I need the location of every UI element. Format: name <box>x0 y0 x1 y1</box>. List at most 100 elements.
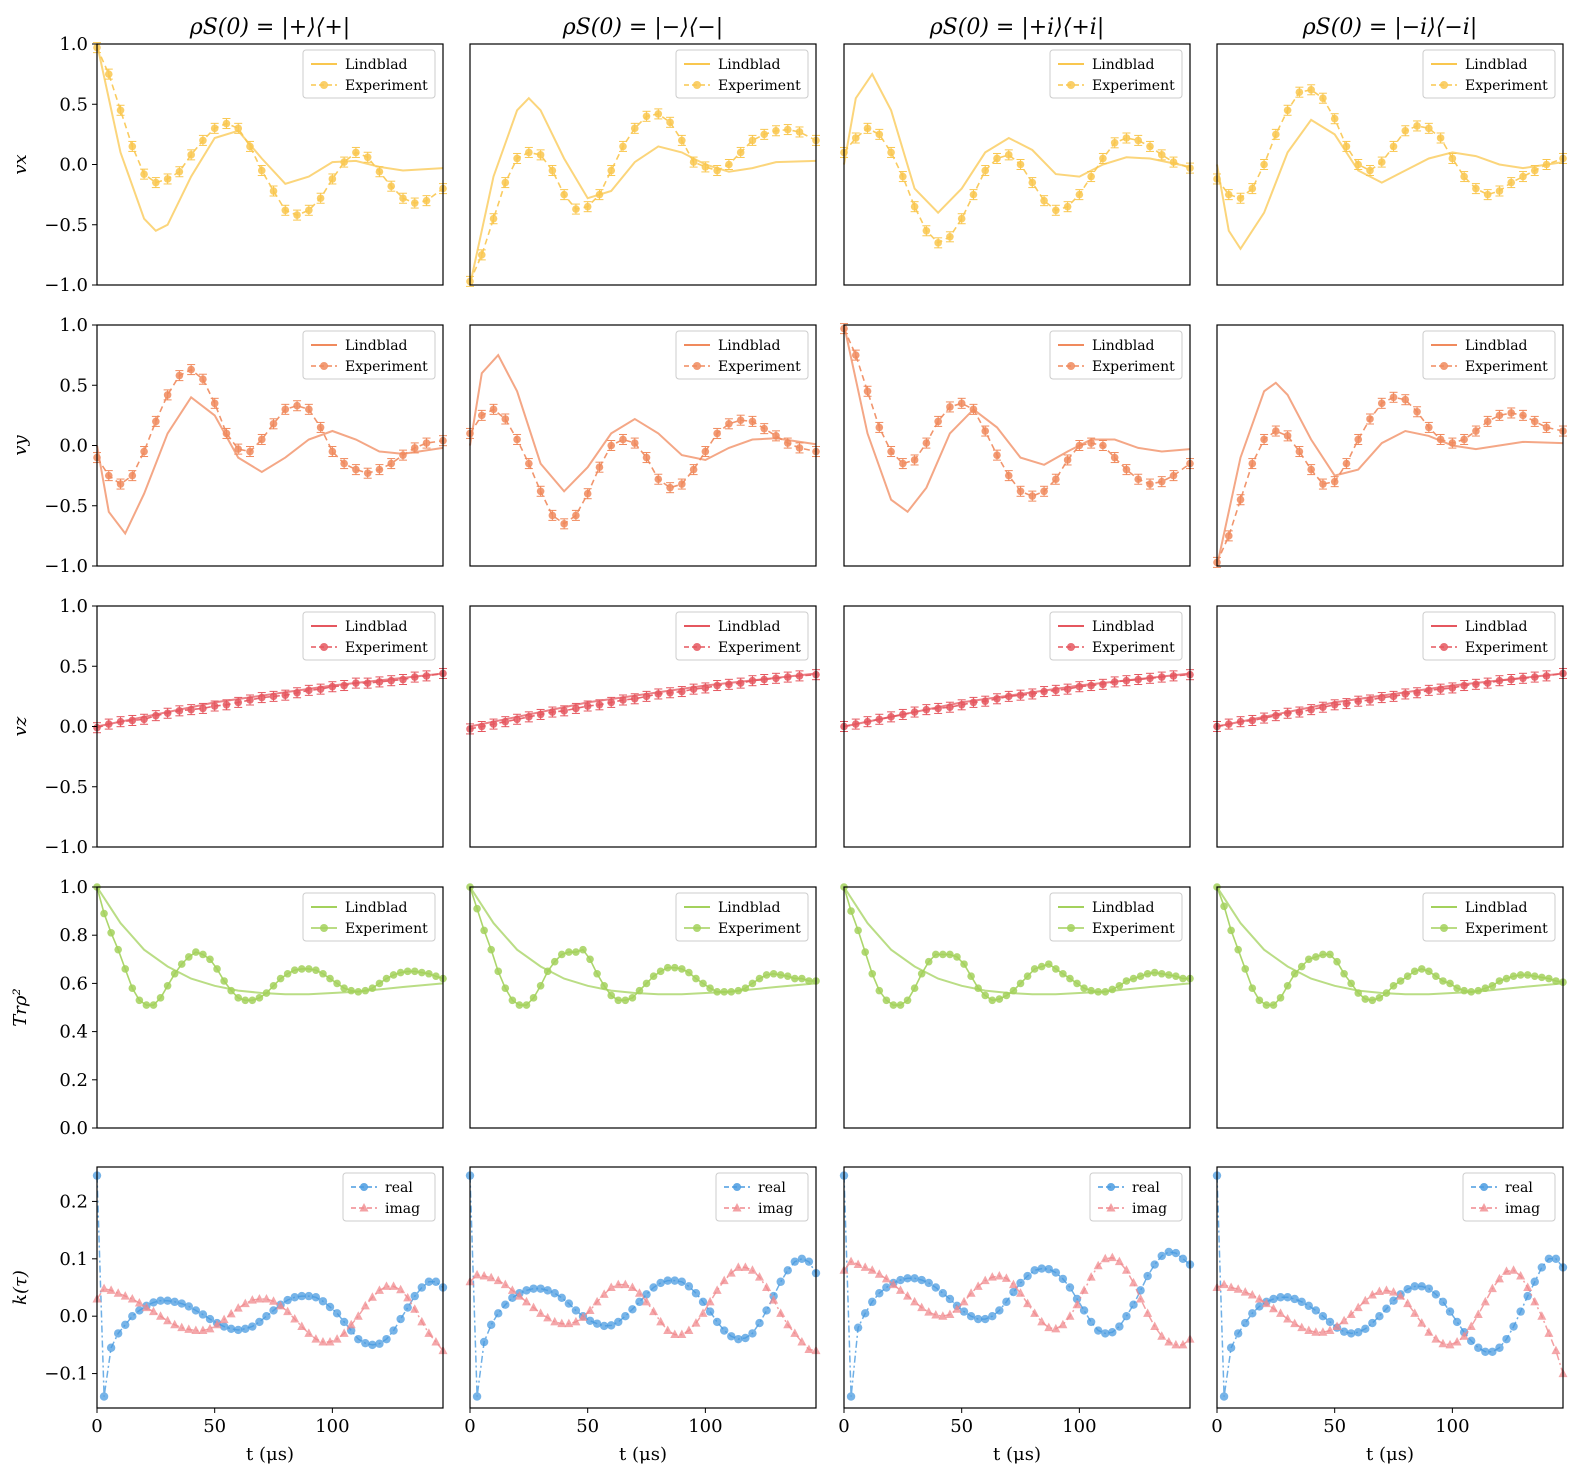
y-tick-label: −0.1 <box>44 1364 88 1385</box>
experiment-point <box>1227 926 1235 935</box>
experiment-point <box>642 112 651 121</box>
imag-point <box>1480 1296 1490 1306</box>
imag-point <box>1023 1298 1033 1308</box>
real-point <box>1276 1293 1285 1302</box>
experiment-point <box>257 166 266 175</box>
experiment-point <box>903 996 912 1005</box>
experiment-point <box>1330 114 1339 123</box>
panel-frame <box>469 324 817 567</box>
real-point <box>99 1392 109 1401</box>
imag-point <box>170 1319 180 1329</box>
experiment-point <box>192 948 200 956</box>
legend-marker <box>1440 924 1448 932</box>
panel-frame <box>843 1166 1191 1409</box>
experiment-point <box>1134 675 1143 684</box>
experiment-point <box>689 158 698 166</box>
real-point <box>486 1320 496 1329</box>
legend-marker <box>360 1183 368 1191</box>
imag-point <box>1030 1308 1040 1317</box>
experiment-point <box>1312 953 1320 961</box>
imag-point <box>564 1318 574 1328</box>
experiment-point <box>513 715 521 724</box>
experiment-point <box>152 711 160 720</box>
imag-point <box>1509 1265 1519 1274</box>
experiment-point <box>560 190 568 199</box>
experiment-point <box>755 974 764 983</box>
experiment-point <box>399 675 407 684</box>
experiment-line <box>843 127 1191 244</box>
experiment-point <box>619 435 627 444</box>
experiment-point <box>1401 395 1410 404</box>
experiment-point <box>917 969 926 978</box>
real-point <box>128 1311 137 1321</box>
real-point <box>255 1317 264 1327</box>
real-point <box>592 1319 602 1328</box>
imag-point <box>1431 1334 1441 1343</box>
imag-point <box>290 1314 300 1323</box>
imag-point <box>790 1328 800 1337</box>
y-tick-label: 0.2 <box>59 1191 88 1212</box>
legend-frame <box>1422 330 1556 380</box>
experiment-point <box>851 134 860 142</box>
experiment-point <box>163 709 172 718</box>
experiment-point <box>1436 685 1445 693</box>
imag-point <box>620 1279 630 1289</box>
y-tick-label: 0.5 <box>59 656 88 677</box>
real-point <box>1079 1306 1089 1315</box>
real-point <box>1108 1328 1117 1337</box>
imag-point <box>769 1295 779 1304</box>
panel-r2-c2: Lindblad Experiment <box>466 324 820 567</box>
experiment-point <box>748 417 757 426</box>
experiment-point <box>783 673 792 681</box>
experiment-point <box>1516 971 1525 979</box>
experiment-point <box>1542 160 1551 169</box>
experiment-point <box>418 968 426 977</box>
imag-point <box>389 1281 399 1290</box>
legend: Lindblad Experiment <box>675 611 809 661</box>
experiment-point <box>630 694 639 703</box>
real-point <box>797 1254 807 1264</box>
imag-point <box>733 1262 743 1271</box>
experiment-point <box>713 429 721 438</box>
legend-label: real <box>385 1180 413 1196</box>
experiment-point <box>375 465 384 474</box>
experiment-point <box>1063 202 1072 211</box>
legend-label: Lindblad <box>345 900 408 916</box>
experiment-point <box>234 445 243 453</box>
experiment-point <box>678 687 686 696</box>
experiment-point <box>473 904 481 913</box>
real-point <box>896 1275 905 1285</box>
experiment-point <box>910 984 919 993</box>
legend-label: Lindblad <box>1092 338 1155 354</box>
experiment-point <box>654 475 663 484</box>
experiment-point <box>187 705 195 714</box>
imag-point <box>874 1269 884 1278</box>
imag-point <box>382 1281 392 1290</box>
imag-point <box>219 1314 229 1324</box>
experiment-point <box>734 986 743 995</box>
imag-point <box>656 1316 666 1326</box>
experiment-point <box>246 696 254 704</box>
experiment-point <box>946 703 954 712</box>
experiment-point <box>529 994 538 1002</box>
imag-point <box>747 1265 757 1274</box>
panel-r3-c2: Lindblad Experiment <box>466 605 820 848</box>
imag-point <box>1233 1284 1243 1293</box>
legend-label: Experiment <box>1465 640 1548 656</box>
imag-point <box>431 1337 441 1346</box>
experiment-point <box>762 971 771 979</box>
x-tick-label: 0 <box>464 1416 475 1437</box>
experiment-point <box>922 226 931 235</box>
experiment-point <box>387 676 396 685</box>
experiment-point <box>107 928 115 937</box>
experiment-point <box>305 686 313 695</box>
imag-point <box>585 1305 595 1314</box>
experiment-point <box>692 974 700 983</box>
experiment-point <box>854 926 862 935</box>
imag-point <box>726 1268 736 1277</box>
x-tick-label: 0 <box>838 1416 849 1437</box>
real-point <box>262 1311 271 1321</box>
imag-point <box>1157 1331 1167 1340</box>
experiment-point <box>607 441 616 450</box>
real-point <box>712 1317 722 1327</box>
